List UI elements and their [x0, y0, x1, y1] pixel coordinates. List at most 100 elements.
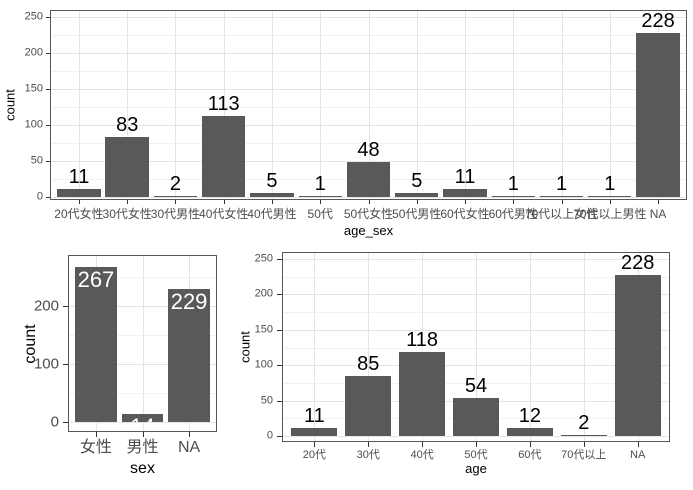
- y-tick-mark: [46, 53, 50, 54]
- y-tick-label: 50: [30, 154, 43, 167]
- x-tick-mark: [658, 200, 660, 204]
- bar: [560, 435, 607, 436]
- bar-value-label: 1: [604, 173, 616, 195]
- x-tick-mark: [513, 200, 515, 204]
- bar-value-label: 229: [170, 289, 208, 314]
- x-tick-label: 20代女性: [54, 207, 104, 221]
- bar: [346, 162, 391, 197]
- y-tick-label: 200: [33, 297, 59, 315]
- bar-value-label: 14: [122, 416, 164, 423]
- bar-value-label: 11: [68, 166, 90, 188]
- x-tick-label: 70代以上男性: [573, 207, 647, 221]
- y-tick-label: 200: [254, 287, 273, 300]
- bar: [636, 33, 680, 197]
- bar-value-label: 113: [207, 93, 240, 115]
- x-axis-title: age_sex: [343, 223, 394, 238]
- x-tick-mark: [368, 442, 370, 447]
- y-tick-mark: [63, 306, 68, 307]
- bar: [588, 196, 632, 197]
- vertical-gridline: [465, 11, 466, 199]
- vertical-gridline: [314, 253, 316, 441]
- y-tick-mark: [277, 365, 282, 367]
- x-tick-mark: [609, 200, 611, 204]
- vertical-gridline: [416, 11, 418, 199]
- plot-panel: [50, 10, 687, 200]
- bar: [250, 193, 294, 197]
- vertical-gridline: [175, 11, 177, 199]
- x-tick-mark: [95, 432, 97, 437]
- y-tick-mark: [277, 294, 282, 296]
- vertical-gridline: [422, 253, 424, 441]
- x-tick-mark: [637, 442, 639, 447]
- bar-value-label: 85: [357, 353, 380, 375]
- plot-panel: [68, 255, 217, 432]
- bar-value-label: 2: [169, 173, 182, 195]
- x-tick-mark: [189, 432, 191, 437]
- bar-value-label: 83: [116, 114, 139, 136]
- x-tick-label: 50代男性: [392, 207, 442, 221]
- x-tick-mark: [314, 442, 316, 447]
- bar: [443, 189, 487, 197]
- y-tick-mark: [63, 364, 68, 365]
- y-tick-label: 0: [36, 190, 43, 203]
- y-tick-label: 250: [24, 10, 43, 23]
- vertical-gridline: [561, 11, 563, 199]
- x-axis-title: sex: [130, 460, 155, 477]
- x-tick-label: 50代女性: [343, 207, 394, 221]
- x-axis-title: age: [465, 461, 487, 476]
- bar: [399, 352, 445, 436]
- bar: [202, 116, 246, 197]
- bar-value-label: 12: [518, 405, 541, 427]
- y-tick-label: 0: [50, 413, 59, 431]
- y-tick-mark: [277, 259, 282, 260]
- vertical-gridline: [368, 11, 370, 199]
- y-tick-mark: [46, 89, 50, 90]
- bar: [291, 428, 338, 436]
- vertical-gridline: [368, 253, 370, 441]
- x-tick-label: 50代: [307, 207, 333, 221]
- bar-value-label: 48: [357, 139, 380, 161]
- x-tick-mark: [223, 200, 225, 204]
- x-tick-label: 男性: [126, 439, 159, 456]
- vertical-gridline: [127, 11, 129, 199]
- bar: [57, 189, 101, 197]
- vertical-gridline: [320, 11, 322, 199]
- x-tick-label: 40代男性: [247, 207, 297, 221]
- y-tick-mark: [63, 422, 68, 423]
- bar: 229: [168, 289, 211, 422]
- y-tick-label: 150: [24, 82, 43, 95]
- bar: 14: [121, 414, 164, 423]
- bar: [614, 275, 661, 436]
- y-tick-mark: [277, 436, 282, 437]
- x-tick-mark: [368, 200, 370, 204]
- y-tick-label: 100: [24, 118, 43, 131]
- x-tick-mark: [271, 200, 273, 204]
- vertical-gridline: [513, 11, 515, 199]
- x-tick-label: 60代男性: [488, 207, 538, 221]
- y-tick-label: 100: [254, 358, 273, 371]
- bar-value-label: 228: [641, 10, 675, 32]
- vertical-gridline: [223, 11, 225, 199]
- vertical-gridline: [271, 11, 273, 199]
- y-tick-label: 0: [266, 429, 273, 442]
- y-tick-label: 250: [254, 252, 273, 265]
- y-axis-title: count: [237, 331, 253, 363]
- x-tick-label: 60代女性: [440, 207, 490, 221]
- bar-value-label: 54: [464, 375, 488, 397]
- x-tick-label: 50代: [464, 449, 488, 461]
- bar: [453, 398, 499, 436]
- x-tick-mark: [529, 442, 531, 447]
- bar-value-label: 11: [454, 166, 476, 188]
- x-tick-mark: [476, 442, 477, 447]
- x-tick-label: 60代: [518, 449, 542, 461]
- x-tick-label: NA: [630, 449, 646, 461]
- x-tick-mark: [583, 442, 585, 447]
- bar-value-label: 1: [314, 173, 326, 195]
- vertical-gridline: [529, 253, 531, 441]
- x-tick-label: 40代女性: [199, 207, 249, 221]
- bar-value-label: 5: [411, 170, 423, 192]
- y-tick-mark: [46, 161, 50, 162]
- bar-value-label: 1: [507, 173, 519, 195]
